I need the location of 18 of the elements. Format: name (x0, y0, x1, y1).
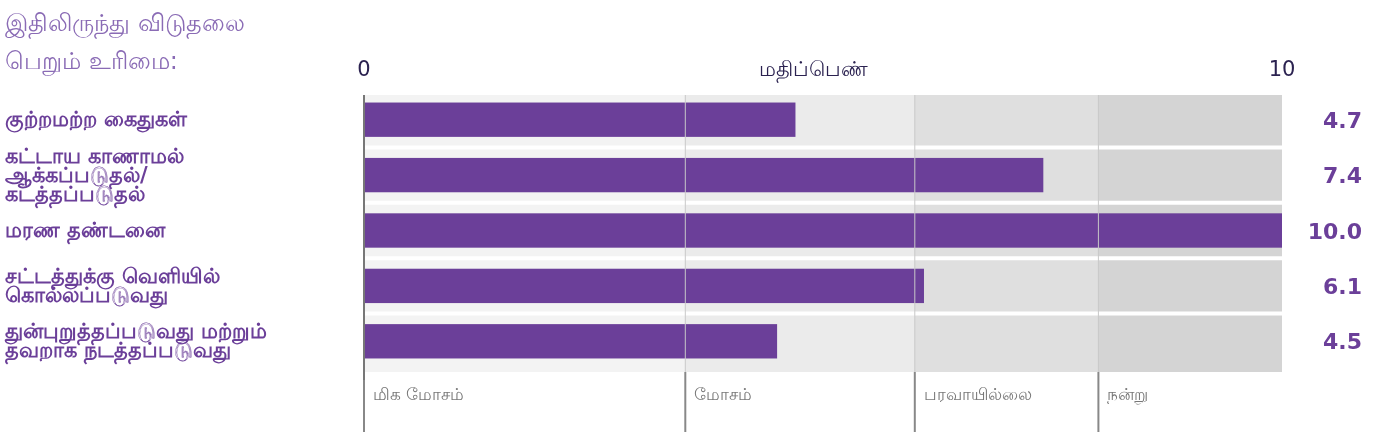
x-axis-title: மதிப்பெண் (758, 57, 868, 83)
y-tick-label: குற்றமற்ற கைதுகள் (5, 107, 189, 132)
text: இதிலிருந்து விடுதலை பெறும் உரிமை: (5, 8, 246, 78)
band-label: மிக மோசம் (373, 384, 465, 404)
band-label: நன்று (1107, 384, 1149, 405)
y-tick-label: துன்புறுத்தப்படுவது மற்றும் தவறாக நடத்தப்படுவது (5, 319, 269, 363)
band-label: மோசம் (694, 384, 753, 404)
y-tick-label: கட்டாய காணாமல் ஆக்கப்படுதல்/ கடத்தப்படுதல் (5, 143, 186, 206)
x-tick-label: 0 (357, 57, 371, 81)
y-tick-label: மரண தண்டனை (5, 218, 167, 242)
data-label: 4.7 (1323, 107, 1362, 133)
band-label: பரவாயில்லை (923, 384, 1032, 404)
x-tick-label: 10 (1268, 57, 1296, 81)
data-label: 7.4 (1323, 163, 1362, 189)
y-tick-label: சட்டத்துக்கு வெளியில் கொல்லப்படுவது (5, 263, 222, 307)
data-label: 6.1 (1323, 273, 1362, 299)
data-label: 10.0 (1307, 218, 1362, 244)
data-label: 4.5 (1323, 329, 1362, 355)
